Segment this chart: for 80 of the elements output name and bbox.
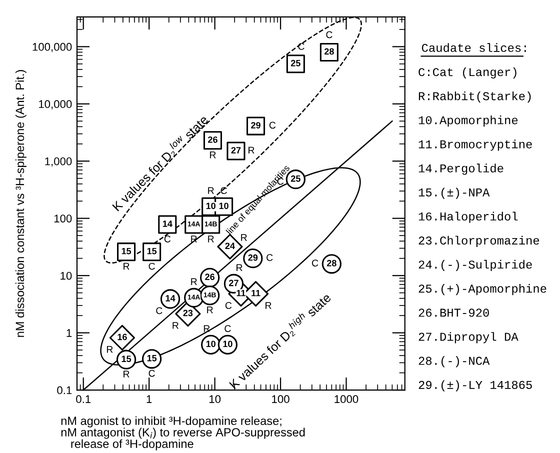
annotation: 15 <box>122 248 132 254</box>
annotation: 14 <box>162 220 172 227</box>
annotation: C <box>148 262 155 270</box>
annotation: R <box>266 302 272 309</box>
annotation: 28 <box>324 48 334 55</box>
x-tick-label: 10 <box>209 395 221 404</box>
annotation: C <box>269 122 276 129</box>
text: C:Cat (Langer) <box>418 67 516 79</box>
annotation: C <box>266 254 273 261</box>
y-tick-label: 100 <box>54 214 72 222</box>
text: 10.Apomorphine <box>418 116 518 127</box>
annotation: 27 <box>231 147 241 154</box>
y-tick-label: 10 <box>60 272 72 280</box>
annotation: C <box>312 260 318 267</box>
annotation: 25 <box>290 175 300 182</box>
annotation: C <box>164 236 171 242</box>
y-tick-label: 1 <box>66 329 72 337</box>
text: 28.(-)-NCA <box>418 356 490 368</box>
annotation: R <box>207 306 213 314</box>
legend-title: Caudate slices: <box>422 43 526 52</box>
text: 16.Haloperidol <box>418 212 518 223</box>
annotation: 26 <box>205 274 215 280</box>
y-tick-label: 10,000 <box>39 100 72 110</box>
annotation: R <box>248 146 254 154</box>
annotation: 10 <box>206 202 216 210</box>
annotation: R <box>208 187 214 194</box>
annotation: R <box>236 264 242 271</box>
y-tick-label: 1,000 <box>45 157 72 167</box>
annotation: 10 <box>219 202 228 210</box>
annotation: 14 <box>166 295 176 302</box>
annotation: 29 <box>248 254 258 261</box>
annotation: R <box>204 325 210 332</box>
annotation: 10 <box>223 340 232 348</box>
text: 23.Chlorpromazine <box>418 236 540 247</box>
text: 11.Bromocryptine <box>418 140 532 151</box>
annotation: 28 <box>326 260 336 266</box>
text: 24.(-)-Sulpiride <box>418 260 532 272</box>
annotation: R <box>172 322 178 329</box>
annotation: R <box>124 262 130 270</box>
x-tick-label: 0.1 <box>76 395 91 404</box>
annotation: 15 <box>147 248 157 254</box>
annotation: C <box>156 307 162 314</box>
annotation: C <box>225 302 232 309</box>
annotation: 27 <box>229 280 238 286</box>
annotation: C <box>326 31 332 38</box>
annotation: 10 <box>206 340 216 348</box>
annotation: R <box>191 236 197 242</box>
y-tick-label: 0.1 <box>57 386 72 394</box>
y-tick-label: 100,000 <box>32 42 72 52</box>
annotation: 23 <box>183 310 193 316</box>
text: 29.(±)-LY 141865 <box>418 380 532 392</box>
annotation: C <box>220 187 227 194</box>
text: 14.Pergolide <box>418 164 504 175</box>
text: 15.(±)-NPA <box>418 188 490 199</box>
annotation: 15 <box>122 356 132 362</box>
text: 27.Dipropyl DA <box>418 332 518 344</box>
annotation: C <box>224 325 231 332</box>
annotation: 11 <box>236 290 246 296</box>
annotation: 29 <box>251 122 260 128</box>
annotation: R <box>241 234 247 241</box>
annotation: 15 <box>147 355 157 362</box>
annotation: 11 <box>252 290 260 296</box>
x-axis-title: nM agonist to inhibit ³H-dopamine release; nM antagonist (K$_{i}$) to reverse APO-suppressed release of ³H-dopamine <box>61 416 305 450</box>
annotation: C <box>148 370 155 377</box>
text: 26.BHT-920 <box>418 308 489 317</box>
annotation: 25 <box>290 60 300 66</box>
x-tick-label: 1 <box>146 395 152 403</box>
y-axis-title: nM dissociation constant vs ³H-spiperone (Ant. Pit.) <box>15 70 26 337</box>
annotation: R <box>208 236 214 242</box>
x-tick-label: 100 <box>272 395 290 404</box>
x-tick-label: 1000 <box>334 395 358 404</box>
annotation: R <box>191 278 197 285</box>
annotation: R <box>107 346 113 353</box>
text: 25.(+)-Apomorphine <box>418 284 546 296</box>
annotation: 24 <box>225 242 235 249</box>
annotation: R <box>124 370 130 378</box>
annotation: 16 <box>118 334 127 340</box>
text: R:Rabbit(Starke) <box>418 91 531 103</box>
annotation: R <box>210 152 216 158</box>
annotation: 26 <box>208 136 218 143</box>
